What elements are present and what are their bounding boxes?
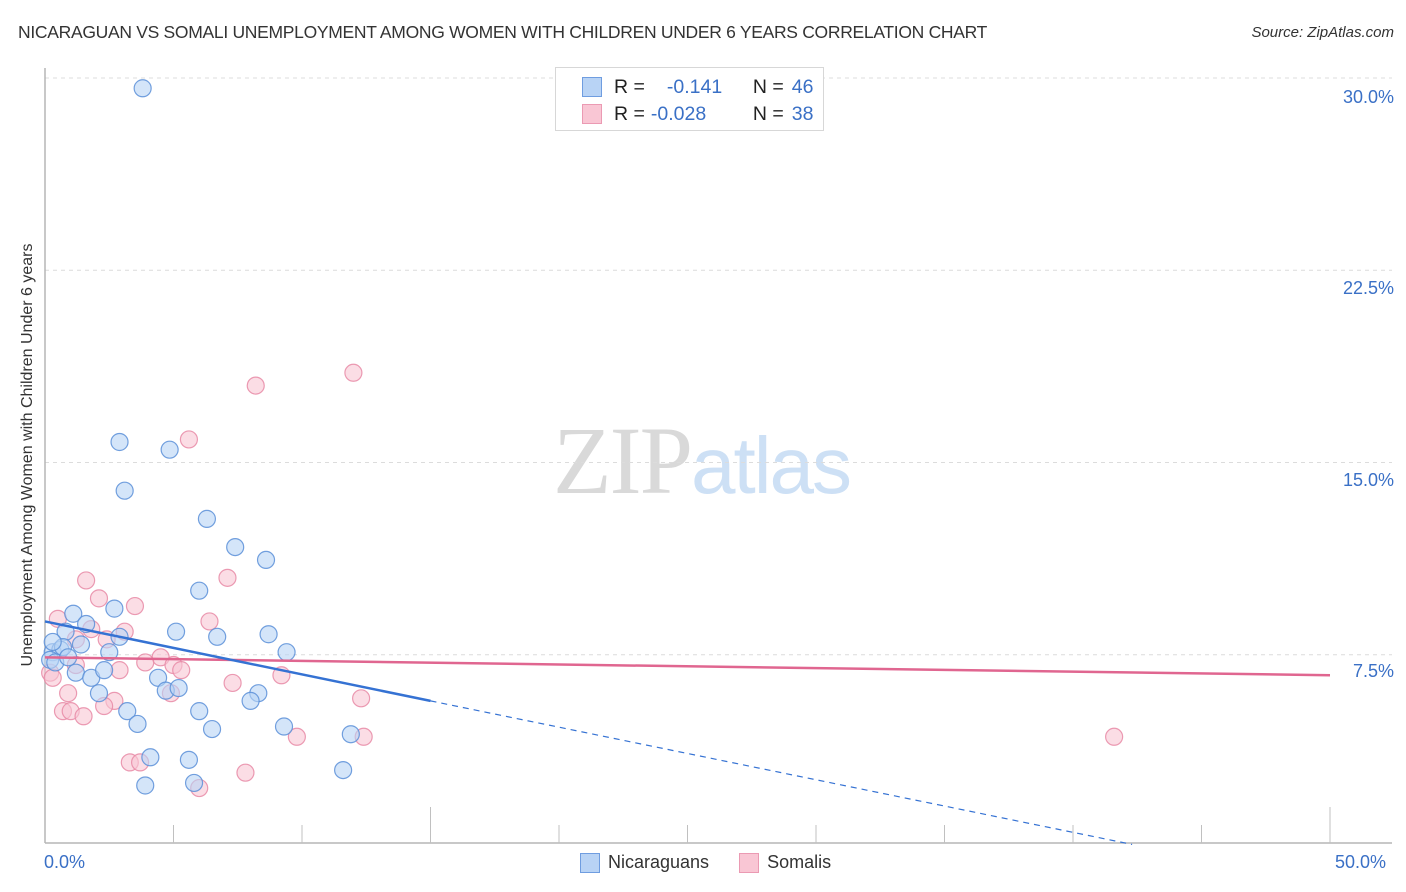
data-point [218, 568, 237, 587]
y-tick-30: 30.0% [1342, 87, 1394, 107]
watermark-atlas: atlas [691, 421, 852, 510]
legend-label: Nicaraguans [608, 852, 710, 872]
data-point [341, 725, 360, 744]
source-label: Source: ZipAtlas.com [1251, 24, 1394, 41]
data-point [287, 727, 306, 746]
stats-legend: R = -0.141 N = 46 R = -0.028 N = 38 [555, 67, 824, 131]
data-point [125, 596, 145, 616]
nicaraguans-trend-line [44, 620, 431, 703]
data-point [166, 622, 186, 641]
data-point [200, 612, 219, 631]
somalis-trend-line [44, 656, 1331, 677]
data-point [105, 599, 124, 618]
r-value: -0.141 [666, 75, 723, 98]
data-point [43, 668, 62, 687]
legend-label: Somalis [767, 852, 832, 872]
watermark: ZIPatlas [553, 405, 852, 516]
n-label: N = [752, 75, 784, 98]
somalis-swatch [739, 852, 760, 873]
data-point [136, 776, 155, 795]
data-point [256, 550, 276, 570]
r-label: R = [614, 75, 645, 98]
legend-item-somalis[interactable]: Somalis [739, 852, 831, 873]
data-point [128, 714, 147, 734]
data-point [141, 748, 160, 767]
data-point [246, 376, 265, 395]
data-point [115, 481, 134, 500]
y-tick-7-5: 7.5% [1352, 661, 1394, 681]
data-point [1105, 727, 1124, 746]
data-point [118, 702, 137, 721]
nicaraguans-swatch [580, 852, 600, 873]
data-point [334, 760, 353, 780]
data-point [100, 643, 119, 662]
stats-row-somalis: R = -0.028 N = 38 [582, 103, 813, 125]
data-point [190, 702, 209, 721]
n-value: 46 [791, 75, 814, 98]
r-value: -0.028 [650, 102, 707, 125]
data-point [95, 661, 114, 680]
data-point [66, 663, 85, 682]
y-tick-22-5: 22.5% [1342, 278, 1394, 298]
y-axis-label: Unemployment Among Women with Children U… [19, 243, 36, 667]
x-tick-50: 50.0% [1335, 852, 1387, 872]
data-point [241, 691, 260, 710]
series-legend: Nicaraguans Somalis [580, 852, 861, 873]
data-point [64, 604, 83, 623]
nicaraguans-points [41, 79, 360, 795]
data-point [344, 363, 363, 382]
data-point [77, 571, 96, 590]
data-point [223, 673, 242, 693]
data-point [160, 440, 179, 459]
data-point [179, 750, 199, 769]
data-point [184, 773, 204, 793]
data-point [236, 763, 255, 782]
data-point [172, 661, 191, 680]
nicaraguans-swatch [582, 77, 602, 97]
legend-item-nicaraguans[interactable]: Nicaraguans [580, 852, 709, 873]
data-point [71, 635, 91, 654]
data-point [59, 684, 78, 703]
r-label: R = [614, 102, 645, 125]
stats-row-nicaraguans: R = -0.141 N = 46 [582, 76, 813, 98]
data-point [197, 509, 217, 528]
data-point [274, 717, 294, 736]
data-point [202, 719, 222, 739]
data-point [208, 627, 227, 646]
data-point [226, 537, 245, 557]
x-tick-0: 0.0% [44, 852, 86, 872]
data-point [74, 707, 93, 726]
data-point [110, 661, 129, 680]
data-point [179, 430, 199, 449]
gridlines [45, 77, 1392, 656]
data-point [190, 581, 209, 600]
watermark-zip: ZIP [553, 407, 693, 514]
y-tick-15: 15.0% [1342, 470, 1394, 490]
data-point [277, 643, 296, 662]
n-label: N = [752, 102, 784, 125]
chart-title: NICARAGUAN VS SOMALI UNEMPLOYMENT AMONG … [18, 22, 988, 42]
data-point [110, 432, 129, 452]
data-point [43, 632, 62, 652]
axes [44, 68, 1392, 844]
data-point [169, 678, 188, 698]
data-point [89, 684, 109, 703]
n-value: 38 [791, 102, 814, 125]
trend-lines [44, 620, 1331, 846]
nicaraguans-trend-extension [430, 700, 1133, 846]
data-point [133, 79, 152, 98]
data-point [352, 689, 371, 708]
somalis-swatch [582, 104, 602, 124]
data-point [259, 625, 278, 644]
data-point [89, 589, 109, 608]
data-point [136, 653, 155, 672]
